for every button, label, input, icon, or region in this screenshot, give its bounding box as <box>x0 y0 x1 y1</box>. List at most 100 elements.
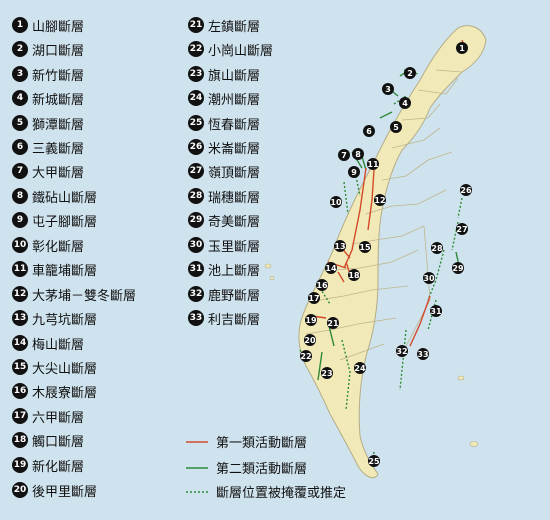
legend-item: 21 左鎮斷層 <box>188 16 260 35</box>
marker-17: 17 <box>308 292 320 304</box>
legend-item: 16 木屐寮斷層 <box>12 382 97 401</box>
svg-text:1: 1 <box>459 44 465 53</box>
marker-28: 28 <box>431 242 443 254</box>
type2-line-swatch <box>186 466 208 469</box>
svg-text:6: 6 <box>366 127 372 136</box>
marker-32: 32 <box>396 345 408 357</box>
legend-item: 8 鐵砧山斷層 <box>12 187 97 206</box>
svg-text:17: 17 <box>308 294 319 303</box>
svg-text:32: 32 <box>396 347 407 356</box>
svg-text:9: 9 <box>351 168 357 177</box>
marker-21: 21 <box>327 317 339 329</box>
svg-text:21: 21 <box>327 319 339 328</box>
svg-text:2: 2 <box>407 69 413 78</box>
marker-20: 20 <box>304 334 316 346</box>
legend-item: 19 新化斷層 <box>12 456 84 475</box>
marker-6: 6 <box>363 125 375 137</box>
marker-2: 2 <box>404 67 416 79</box>
legend-item: 33 利吉斷層 <box>188 309 260 328</box>
svg-text:12: 12 <box>374 196 385 205</box>
legend-item: 12 大茅埔－雙冬斷層 <box>12 285 136 304</box>
marker-26: 26 <box>460 184 472 196</box>
legend-item: 23 旗山斷層 <box>188 65 260 84</box>
legend-item: 7 大甲斷層 <box>12 162 84 181</box>
marker-19: 19 <box>305 314 317 326</box>
legend-item: 24 潮州斷層 <box>188 89 260 108</box>
taiwan-landmass <box>298 25 487 479</box>
marker-3: 3 <box>382 83 394 95</box>
legend-item: 22 小崗山斷層 <box>188 40 273 59</box>
penghu-island <box>269 276 275 280</box>
svg-text:28: 28 <box>431 244 443 253</box>
fault-markers: 1 2 3 4 5 6 7 8 9 10 11 12 13 14 15 16 1… <box>300 42 472 467</box>
legend-item: 27 嶺頂斷層 <box>188 162 260 181</box>
type1-line-swatch <box>186 440 208 443</box>
marker-22: 22 <box>300 350 312 362</box>
key-concealed: 斷層位置被掩覆或推定 <box>186 482 346 501</box>
marker-13: 13 <box>334 240 346 252</box>
marker-23: 23 <box>321 367 333 379</box>
orchid-island <box>469 441 479 447</box>
legend-item: 15 大尖山斷層 <box>12 358 97 377</box>
svg-text:3: 3 <box>385 85 391 94</box>
svg-text:19: 19 <box>305 316 317 325</box>
svg-text:22: 22 <box>300 352 311 361</box>
legend-item: 5 獅潭斷層 <box>12 114 84 133</box>
legend-item: 2 湖口斷層 <box>12 40 84 59</box>
svg-text:14: 14 <box>325 264 337 273</box>
svg-text:13: 13 <box>334 242 345 251</box>
marker-1: 1 <box>456 42 468 54</box>
svg-text:29: 29 <box>452 264 464 273</box>
legend-item: 30 玉里斷層 <box>188 236 260 255</box>
legend-item: 13 九芎坑斷層 <box>12 309 97 328</box>
legend-item: 28 瑞穗斷層 <box>188 187 260 206</box>
svg-text:30: 30 <box>423 274 435 283</box>
key-type2: 第二類活動斷層 <box>186 458 307 477</box>
marker-29: 29 <box>452 262 464 274</box>
marker-14: 14 <box>325 262 337 274</box>
legend-item: 3 新竹斷層 <box>12 65 84 84</box>
legend-item: 31 池上斷層 <box>188 260 260 279</box>
legend-item: 6 三義斷層 <box>12 138 84 157</box>
marker-33: 33 <box>417 348 429 360</box>
green-island <box>457 375 465 381</box>
legend-item: 20 後甲里斷層 <box>12 481 97 500</box>
legend-item: 4 新城斷層 <box>12 89 84 108</box>
svg-text:4: 4 <box>402 99 408 108</box>
legend-item: 14 梅山斷層 <box>12 334 84 353</box>
svg-text:15: 15 <box>359 243 371 252</box>
svg-text:33: 33 <box>417 350 428 359</box>
svg-text:7: 7 <box>341 151 347 160</box>
marker-15: 15 <box>359 241 371 253</box>
svg-text:31: 31 <box>430 307 442 316</box>
marker-9: 9 <box>348 166 360 178</box>
penghu-island <box>264 263 272 269</box>
marker-4: 4 <box>399 97 411 109</box>
legend-item: 26 米崙斷層 <box>188 138 260 157</box>
concealed-line-swatch <box>186 490 208 493</box>
marker-10: 10 <box>330 196 342 208</box>
marker-11: 11 <box>367 158 379 170</box>
legend-item: 10 彰化斷層 <box>12 236 84 255</box>
marker-25: 25 <box>368 455 380 467</box>
marker-12: 12 <box>374 194 386 206</box>
svg-text:26: 26 <box>460 186 472 195</box>
svg-text:18: 18 <box>348 271 360 280</box>
legend-item: 11 車籠埔斷層 <box>12 260 97 279</box>
marker-27: 27 <box>456 223 468 235</box>
svg-text:25: 25 <box>368 457 380 466</box>
legend-item: 1 山腳斷層 <box>12 16 84 35</box>
key-type1: 第一類活動斷層 <box>186 432 307 451</box>
marker-30: 30 <box>423 272 435 284</box>
legend-item: 25 恆春斷層 <box>188 114 260 133</box>
legend-item: 18 觸口斷層 <box>12 431 84 450</box>
marker-16: 16 <box>316 279 328 291</box>
marker-5: 5 <box>390 121 402 133</box>
legend-item: 29 奇美斷層 <box>188 211 260 230</box>
marker-8: 8 <box>352 148 364 160</box>
svg-text:11: 11 <box>367 160 379 169</box>
svg-text:16: 16 <box>316 281 328 290</box>
legend-item: 17 六甲斷層 <box>12 407 84 426</box>
svg-text:8: 8 <box>355 150 361 159</box>
